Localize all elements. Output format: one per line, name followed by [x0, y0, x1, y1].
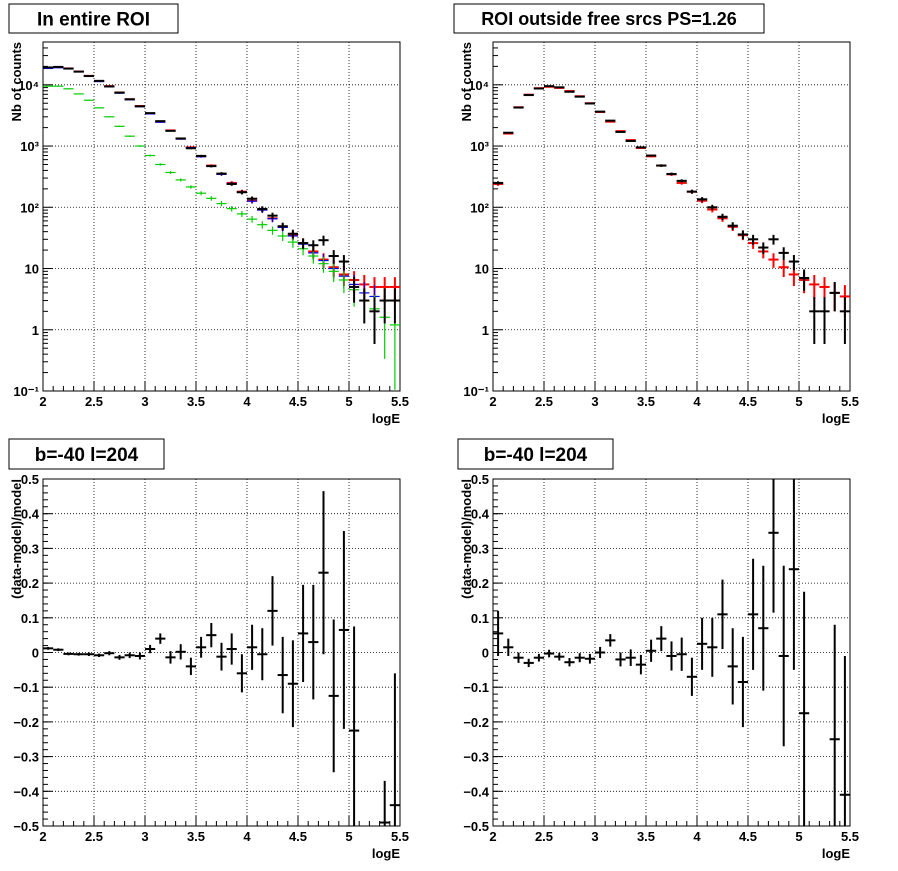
y-axis-label: Nb of counts	[9, 42, 24, 121]
x-tick-label: 4	[243, 829, 251, 844]
x-tick-label: 3.5	[187, 829, 205, 844]
x-tick-label: 3	[591, 394, 598, 409]
y-axis-label: Nb of counts	[459, 42, 474, 121]
x-tick-label: 4	[693, 829, 701, 844]
x-tick-label: 3.5	[637, 829, 655, 844]
series-3	[43, 85, 400, 390]
chart-title: b=-40 l=204	[484, 445, 588, 466]
x-tick-label: 3.5	[637, 394, 655, 409]
y-tick-label: −0.2	[13, 715, 39, 730]
x-tick-label: 4.5	[289, 394, 307, 409]
y-tick-label: −0.5	[13, 819, 39, 834]
x-tick-label: 5	[795, 829, 802, 844]
y-tick-label: 10	[475, 262, 489, 277]
series-2	[493, 85, 850, 344]
y-tick-label: 0.2	[21, 576, 39, 591]
y-tick-label: 0	[32, 646, 39, 661]
x-tick-label: 4	[243, 394, 251, 409]
y-tick-label: 0.1	[21, 611, 39, 626]
y-axis-label: (data-model)/model	[9, 479, 24, 599]
x-axis-label: logE	[822, 411, 850, 426]
residual-points	[43, 491, 400, 826]
y-tick-label: 0.5	[471, 472, 489, 487]
y-tick-label: −0.1	[463, 680, 489, 695]
y-tick-label: 10²	[470, 200, 489, 215]
y-tick-label: 1	[482, 323, 489, 338]
x-tick-label: 4.5	[739, 394, 757, 409]
y-tick-label: 0.3	[471, 541, 489, 556]
y-tick-label: −0.3	[13, 750, 39, 765]
y-tick-label: −0.4	[463, 784, 489, 799]
y-tick-label: −0.2	[463, 715, 489, 730]
x-tick-label: 3	[141, 394, 148, 409]
y-tick-label: −0.1	[13, 680, 39, 695]
x-tick-label: 5	[795, 394, 802, 409]
x-tick-label: 2.5	[85, 829, 103, 844]
y-axis-label: (data-model)/model	[459, 479, 474, 599]
y-tick-label: 10³	[20, 139, 39, 154]
x-tick-label: 3.5	[187, 394, 205, 409]
title-box	[453, 3, 765, 34]
y-tick-label: −0.4	[13, 784, 39, 799]
y-tick-label: −0.3	[463, 750, 489, 765]
x-tick-label: 3	[141, 829, 148, 844]
plot-frame	[42, 41, 401, 392]
y-tick-label: 10⁻¹	[463, 384, 489, 399]
y-tick-label: 0.3	[21, 541, 39, 556]
y-tick-label: 0.4	[471, 507, 490, 522]
y-tick-label: −0.5	[463, 819, 489, 834]
x-tick-label: 5.5	[391, 394, 409, 409]
chart-panel-4: 2 2.5 3 3.5 4 4.5 5 5.5 logE −0.5 −0.4 −0.3 −0.2 −0.1…	[457, 438, 859, 861]
title-box	[8, 3, 179, 34]
title-box	[457, 438, 614, 470]
y-tick-label: 10²	[20, 200, 39, 215]
y-tick-label: 0.2	[471, 576, 489, 591]
x-tick-label: 2	[489, 394, 496, 409]
x-tick-label: 5.5	[391, 829, 409, 844]
x-tick-label: 2	[39, 829, 46, 844]
chart-panel-3: 2 2.5 3 3.5 4 4.5 5 5.5 logE −0.5 −0.4 −0.3 −0.2 −0.1…	[8, 438, 409, 861]
x-tick-label: 2.5	[85, 394, 103, 409]
y-tick-label: 10³	[470, 139, 489, 154]
y-tick-label: 10	[25, 262, 39, 277]
chart-title: b=-40 l=204	[35, 445, 139, 466]
y-tick-label: 0.1	[471, 611, 489, 626]
x-tick-label: 3	[591, 829, 598, 844]
x-axis-label: logE	[822, 846, 850, 861]
y-tick-label: 1	[32, 323, 39, 338]
x-tick-label: 5	[345, 829, 352, 844]
x-tick-label: 2.5	[535, 829, 553, 844]
x-axis-label: logE	[372, 411, 400, 426]
y-tick-label: 10⁴	[18, 78, 39, 93]
x-tick-label: 4	[693, 394, 701, 409]
residual-points	[493, 479, 850, 826]
x-axis-label: logE	[372, 846, 400, 861]
y-tick-label: 10⁴	[468, 78, 489, 93]
x-tick-label: 2.5	[535, 394, 553, 409]
plot-frame	[492, 41, 851, 392]
series-4	[43, 65, 400, 344]
x-tick-label: 5.5	[841, 829, 859, 844]
y-tick-label: 0.4	[21, 507, 40, 522]
y-tick-label: 0.5	[21, 472, 39, 487]
x-tick-label: 4.5	[289, 829, 307, 844]
y-tick-label: 10⁻¹	[13, 384, 39, 399]
x-tick-label: 2	[39, 394, 46, 409]
title-box	[8, 438, 165, 470]
y-tick-label: 0	[482, 646, 489, 661]
chart-title: In entire ROI	[37, 9, 150, 30]
x-tick-label: 5.5	[841, 394, 859, 409]
chart-title: ROI outside free srcs PS=1.26	[481, 9, 737, 29]
x-tick-label: 5	[345, 394, 352, 409]
x-tick-label: 2	[489, 829, 496, 844]
x-tick-label: 4.5	[739, 829, 757, 844]
